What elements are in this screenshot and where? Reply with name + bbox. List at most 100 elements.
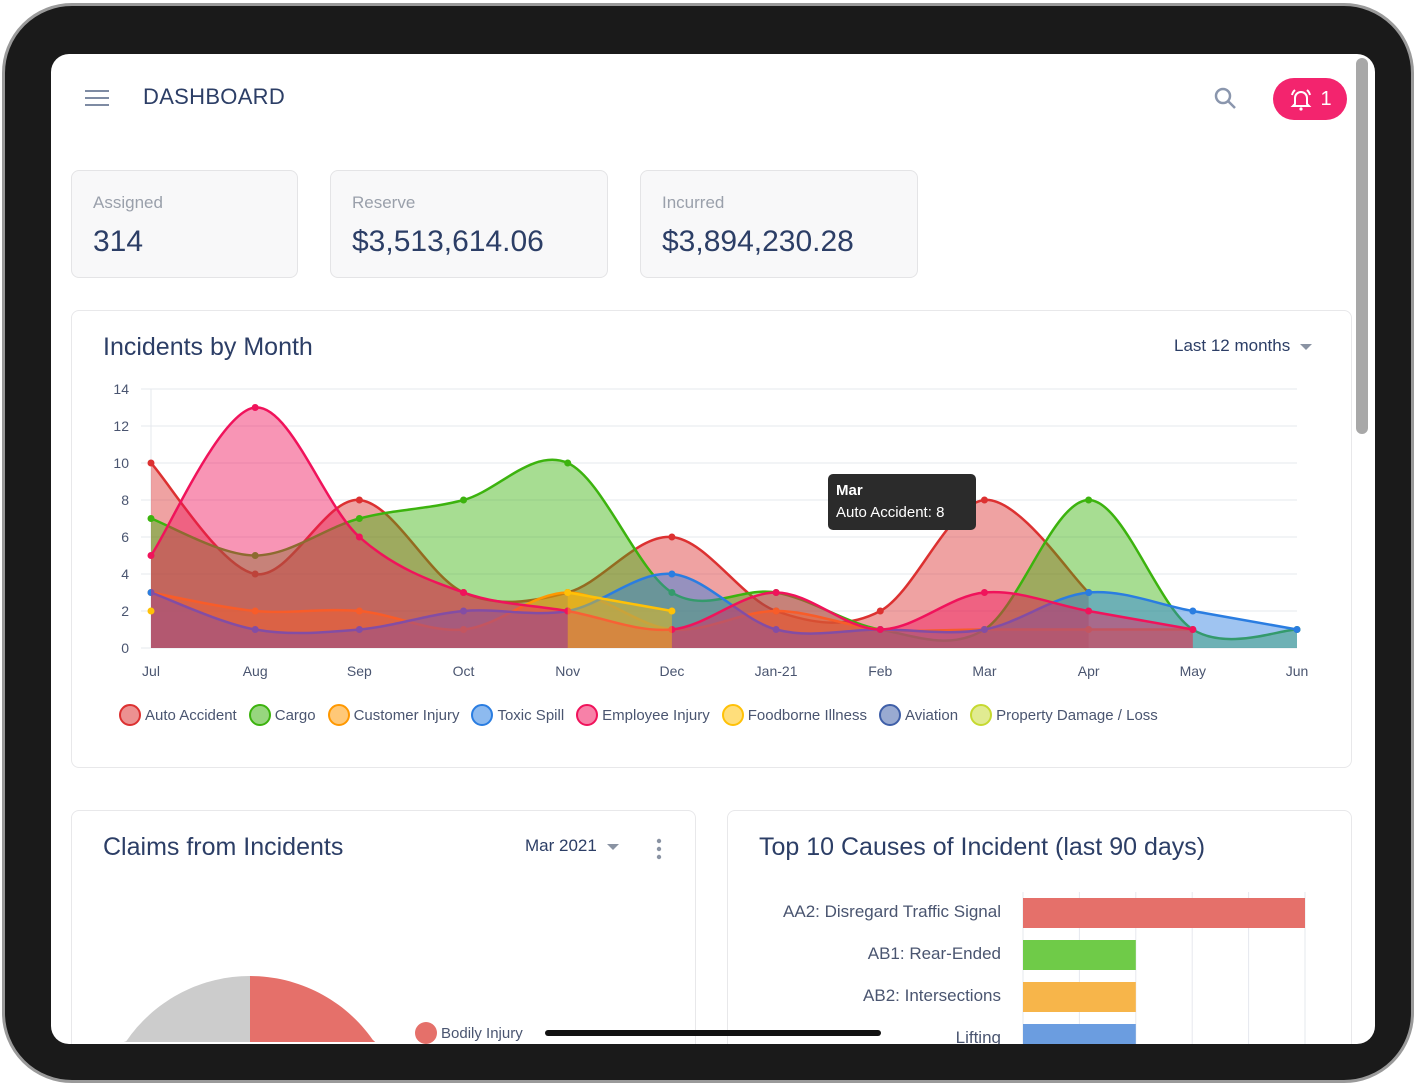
legend-item[interactable]: Toxic Spill xyxy=(471,704,564,726)
legend-label: Employee Injury xyxy=(602,706,710,724)
stat-card-assigned: Assigned 314 xyxy=(71,170,298,278)
stat-label: Incurred xyxy=(662,193,725,212)
data-point[interactable] xyxy=(772,589,780,596)
stat-card-reserve: Reserve $3,513,614.06 xyxy=(330,170,608,278)
data-point[interactable] xyxy=(460,607,468,615)
data-point[interactable] xyxy=(355,607,363,615)
data-point[interactable] xyxy=(564,459,572,467)
pie-slice[interactable] xyxy=(161,976,400,1042)
claims-title: Claims from Incidents xyxy=(103,833,344,861)
x-tick-label: Sep xyxy=(347,663,372,679)
pie-slice[interactable] xyxy=(102,976,250,1042)
data-point[interactable] xyxy=(772,607,780,615)
data-point[interactable] xyxy=(147,459,155,467)
y-tick-label: 14 xyxy=(113,381,129,397)
legend-item[interactable]: Auto Accident xyxy=(119,704,237,726)
data-point[interactable] xyxy=(460,626,468,633)
legend-item[interactable]: Employee Injury xyxy=(576,704,710,726)
page-title: DASHBOARD xyxy=(143,84,286,109)
data-point[interactable] xyxy=(980,589,988,596)
bar[interactable] xyxy=(1023,898,1305,928)
bar[interactable] xyxy=(1023,940,1136,970)
data-point[interactable] xyxy=(355,533,363,541)
more-vertical-icon[interactable] xyxy=(653,838,665,860)
legend-label: Customer Injury xyxy=(353,706,460,724)
data-point[interactable] xyxy=(668,533,676,541)
data-point[interactable] xyxy=(668,589,676,596)
notifications-button[interactable]: 1 xyxy=(1273,78,1347,120)
data-point[interactable] xyxy=(147,515,155,522)
stat-value: 314 xyxy=(93,225,144,258)
tooltip-text: Auto Accident: 8 xyxy=(836,504,945,521)
legend-swatch xyxy=(471,704,494,726)
incidents-panel xyxy=(71,310,1352,768)
legend-item[interactable]: Property Damage / Loss xyxy=(970,704,1158,726)
notification-count: 1 xyxy=(1320,87,1332,110)
data-point[interactable] xyxy=(876,626,884,633)
y-tick-label: 0 xyxy=(121,640,129,656)
home-indicator[interactable] xyxy=(545,1030,881,1036)
data-point[interactable] xyxy=(251,607,259,615)
data-point[interactable] xyxy=(251,626,259,633)
caret-down-icon xyxy=(1300,343,1313,350)
legend-item[interactable]: Cargo xyxy=(248,704,316,726)
legend-item[interactable]: Aviation xyxy=(878,704,958,726)
stat-value: $3,513,614.06 xyxy=(352,225,544,258)
data-point[interactable] xyxy=(1293,626,1301,633)
data-point[interactable] xyxy=(564,589,572,596)
data-point[interactable] xyxy=(772,626,780,633)
legend-swatch xyxy=(415,1022,437,1044)
causes-title: Top 10 Causes of Incident (last 90 days) xyxy=(759,833,1206,861)
legend-swatch xyxy=(970,704,993,726)
x-tick-label: Apr xyxy=(1078,663,1100,679)
data-point[interactable] xyxy=(668,626,676,633)
legend-item[interactable]: Foodborne Illness xyxy=(721,704,867,726)
bar[interactable] xyxy=(1023,1024,1136,1044)
bar-label: AA2: Disregard Traffic Signal xyxy=(783,902,1001,921)
y-tick-label: 6 xyxy=(121,529,129,545)
series-line xyxy=(150,572,1298,635)
data-point[interactable] xyxy=(564,607,572,615)
data-point[interactable] xyxy=(668,570,676,578)
data-point[interactable] xyxy=(876,607,884,615)
data-point[interactable] xyxy=(1189,607,1197,615)
y-tick-label: 2 xyxy=(121,603,129,619)
legend-item[interactable]: Customer Injury xyxy=(327,704,460,726)
data-point[interactable] xyxy=(1085,589,1093,596)
data-point[interactable] xyxy=(460,496,468,504)
data-point[interactable] xyxy=(1085,626,1093,633)
data-point[interactable] xyxy=(1085,496,1093,504)
series-area xyxy=(151,592,1193,648)
data-point[interactable] xyxy=(355,496,363,504)
x-tick-label: Nov xyxy=(555,663,580,679)
bar[interactable] xyxy=(1023,982,1136,1012)
data-point[interactable] xyxy=(355,626,363,633)
y-tick-label: 4 xyxy=(121,566,129,582)
range-dropdown[interactable]: Last 12 months xyxy=(1174,336,1313,356)
y-tick-label: 10 xyxy=(113,455,129,471)
data-point[interactable] xyxy=(251,570,259,578)
legend-swatch xyxy=(327,704,350,726)
search-icon[interactable] xyxy=(1213,86,1239,112)
legend-label: Foodborne Illness xyxy=(747,706,867,724)
period-dropdown[interactable]: Mar 2021 xyxy=(525,836,619,856)
data-point[interactable] xyxy=(251,404,259,411)
data-point[interactable] xyxy=(980,496,988,504)
data-point[interactable] xyxy=(1085,607,1093,615)
incidents-chart: 0 2 4 6 8 10 12 14 Jul Aug Sep Oct Nov Dec Jan-21 Feb Ma… xyxy=(113,381,1308,679)
data-point[interactable] xyxy=(251,552,259,559)
data-point[interactable] xyxy=(147,589,155,596)
x-tick-label: Mar xyxy=(972,663,996,679)
data-point[interactable] xyxy=(355,515,363,522)
series-area xyxy=(151,463,1089,648)
data-point[interactable] xyxy=(980,626,988,633)
data-point[interactable] xyxy=(460,589,468,596)
data-point[interactable] xyxy=(1189,626,1197,633)
data-point[interactable] xyxy=(668,607,676,615)
data-point[interactable] xyxy=(147,552,155,559)
x-tick-label: Jul xyxy=(142,663,160,679)
legend-label: Toxic Spill xyxy=(497,706,565,724)
hamburger-icon[interactable] xyxy=(85,90,109,108)
data-point[interactable] xyxy=(147,607,155,615)
scrollbar[interactable] xyxy=(1356,58,1368,434)
